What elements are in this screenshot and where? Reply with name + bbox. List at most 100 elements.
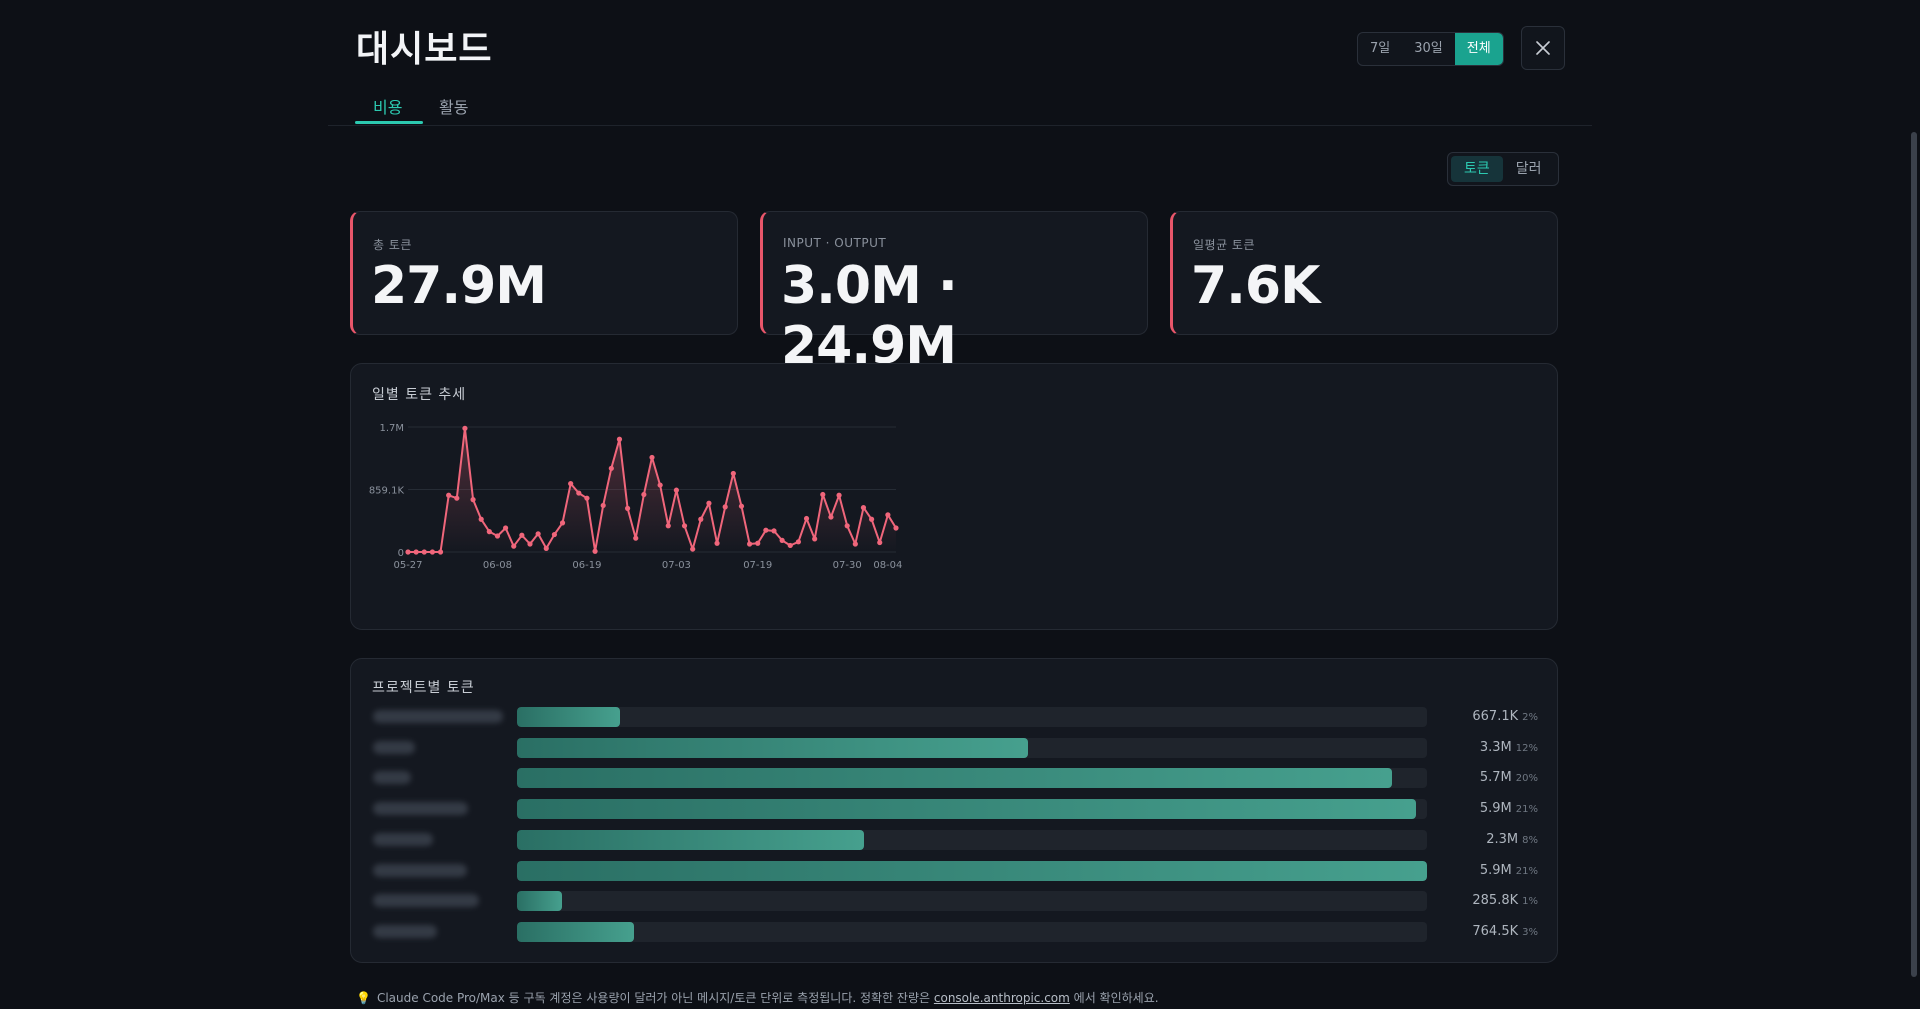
- project-row: 5.7M 20%: [351, 766, 1559, 790]
- y-tick-label: 1.7M: [379, 423, 404, 434]
- data-point: [405, 549, 411, 555]
- trend-chart: 0 859.1K 1.7M 05-27 06-08 06-19 07-03 07-19 07-3…: [369, 423, 903, 571]
- data-point: [608, 465, 614, 471]
- project-pct: 3%: [1522, 926, 1538, 938]
- project-bar-fill: [517, 829, 864, 850]
- console-link[interactable]: console.anthropic.com: [933, 991, 1070, 1005]
- x-tick-label: 06-19: [572, 560, 601, 571]
- data-point: [470, 497, 476, 503]
- project-bar-fill: [517, 921, 635, 942]
- project-bar-track: [517, 829, 1427, 850]
- project-name-redacted: [373, 740, 415, 754]
- project-row: 3.3M 12%: [351, 736, 1559, 760]
- data-point: [779, 537, 785, 543]
- data-point: [568, 481, 574, 487]
- stat-value: 3.0M · 24.9M: [781, 256, 958, 376]
- data-point: [763, 527, 769, 533]
- data-point: [478, 516, 484, 522]
- range-30d-button[interactable]: 30일: [1414, 41, 1443, 56]
- active-tab-indicator: [355, 121, 423, 124]
- data-point: [665, 523, 671, 529]
- project-row: 5.9M 21%: [351, 797, 1559, 821]
- x-tick-label: 06-08: [483, 560, 512, 571]
- x-tick-label: 05-27: [393, 560, 422, 571]
- project-bar-track: [517, 921, 1427, 942]
- data-point: [519, 532, 525, 538]
- project-name-redacted: [373, 832, 433, 846]
- project-pct: 2%: [1522, 712, 1538, 723]
- close-button[interactable]: [1521, 26, 1565, 70]
- unit-tokens-button[interactable]: 토큰: [1451, 156, 1503, 182]
- data-point: [828, 514, 834, 520]
- project-tokens: 5.9M: [1479, 801, 1512, 817]
- data-point: [730, 470, 736, 477]
- trend-title: 일별 토큰 추세: [372, 387, 467, 403]
- scrollbar[interactable]: [1911, 132, 1917, 977]
- project-value: 2.3M 8%: [1486, 832, 1538, 847]
- data-point: [836, 492, 842, 498]
- data-point: [527, 541, 533, 547]
- project-tokens: 3.3M: [1479, 739, 1512, 755]
- x-tick-label: 08-04: [873, 560, 902, 571]
- project-pct: 21%: [1515, 804, 1538, 816]
- data-point: [486, 529, 492, 535]
- data-point: [535, 531, 541, 537]
- data-point: [803, 515, 810, 522]
- series-area: [408, 428, 896, 552]
- data-point: [877, 539, 883, 546]
- project-bar-fill: [517, 707, 620, 727]
- data-point: [576, 490, 582, 496]
- data-point: [681, 523, 688, 529]
- project-row: 667.1K 2%: [351, 705, 1559, 729]
- project-pct: 20%: [1515, 773, 1538, 785]
- project-bar-fill: [517, 860, 1427, 881]
- trend-panel: 일별 토큰 추세 0 859.1K 1.7M 05-27 06-08 06-19 07-03…: [350, 363, 1558, 630]
- page-title: 대시보드: [356, 29, 493, 70]
- project-bar-fill: [517, 799, 1417, 820]
- unit-toggle: 토큰 달러: [1447, 152, 1559, 186]
- tab-cost[interactable]: 비용: [373, 98, 403, 117]
- project-tokens: 285.8K: [1472, 893, 1519, 909]
- data-point: [893, 525, 899, 531]
- data-point: [446, 492, 452, 498]
- project-name-redacted: [373, 771, 411, 785]
- data-point: [657, 482, 663, 488]
- range-all-button[interactable]: 전체: [1454, 33, 1503, 65]
- project-row: 285.8K 1%: [351, 889, 1559, 913]
- unit-dollars-button[interactable]: 달러: [1515, 161, 1542, 177]
- data-point: [625, 505, 631, 511]
- stat-label: INPUT · OUTPUT: [783, 236, 887, 250]
- data-point: [543, 545, 549, 551]
- project-name-redacted: [373, 924, 437, 938]
- footer-note: 💡 Claude Code Pro/Max 등 구독 계정은 사용량이 달러가 아…: [356, 989, 1159, 1006]
- range-7d-button[interactable]: 7일: [1370, 41, 1391, 56]
- data-point: [852, 541, 858, 547]
- project-value: 5.9M 21%: [1480, 801, 1538, 816]
- stat-label: 총 토큰: [373, 238, 412, 252]
- project-name-redacted: [373, 710, 503, 723]
- data-point: [722, 504, 728, 510]
- tab-activity[interactable]: 활동: [439, 98, 469, 117]
- data-point: [600, 502, 606, 509]
- data-point: [771, 528, 777, 534]
- data-point: [421, 549, 427, 555]
- project-tokens: 667.1K: [1472, 709, 1519, 724]
- project-name-redacted: [373, 863, 467, 877]
- data-point: [503, 525, 509, 531]
- range-selector: 7일 30일 전체: [1357, 32, 1504, 66]
- data-point: [559, 520, 566, 526]
- x-tick-label: 07-19: [743, 560, 772, 571]
- data-point: [844, 523, 850, 529]
- data-point: [437, 549, 444, 555]
- data-point: [633, 535, 639, 541]
- stat-card-daily-avg: 일평균 토큰 7.6K: [1170, 211, 1558, 335]
- project-tokens: 5.7M: [1479, 770, 1512, 786]
- project-name-redacted: [373, 802, 468, 816]
- project-bar-fill: [517, 737, 1029, 758]
- project-pct: 1%: [1522, 896, 1538, 908]
- data-point: [462, 425, 468, 431]
- project-tokens: 764.5K: [1472, 923, 1519, 939]
- project-bar-track: [517, 737, 1427, 758]
- project-bar-track: [517, 891, 1427, 912]
- data-point: [738, 503, 745, 509]
